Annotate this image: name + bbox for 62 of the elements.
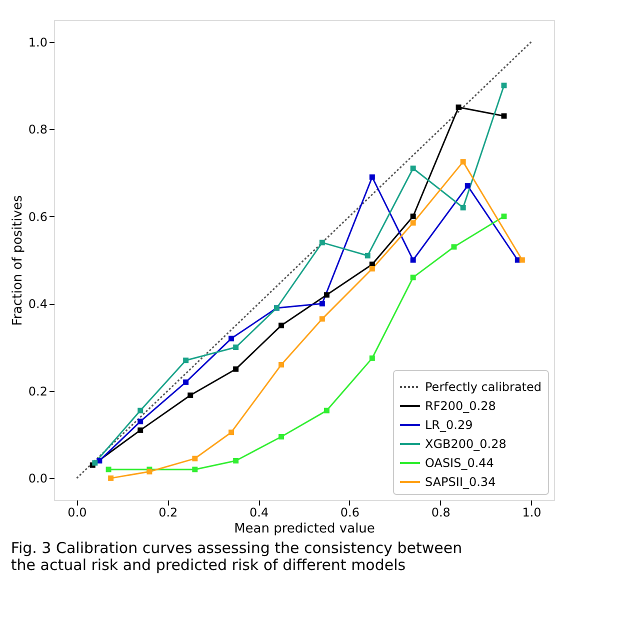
x-tick-label: 0.2 — [158, 506, 178, 520]
point — [460, 204, 466, 210]
point — [364, 252, 370, 258]
legend-label: SAPSII_0.34 — [425, 475, 496, 489]
point — [228, 336, 234, 342]
point — [92, 460, 98, 466]
y-tick-label: 0.2 — [28, 384, 48, 398]
point — [108, 475, 114, 481]
point — [233, 366, 239, 372]
legend-label: XGB200_0.28 — [425, 437, 506, 451]
point — [369, 174, 375, 180]
point — [138, 427, 144, 433]
point — [501, 82, 507, 88]
legend-label: Perfectly calibrated — [425, 380, 542, 394]
point — [369, 266, 375, 272]
x-axis-title: Mean predicted value — [234, 522, 375, 536]
point — [319, 240, 325, 246]
point — [519, 257, 525, 263]
x-tick-label: 1.0 — [522, 506, 542, 520]
point — [228, 430, 234, 436]
x-tick-label: 0.6 — [340, 506, 360, 520]
point — [501, 214, 507, 220]
point — [410, 257, 416, 263]
y-tick-label: 0.0 — [28, 472, 48, 486]
legend-label: LR_0.29 — [425, 418, 473, 432]
point — [451, 244, 457, 250]
point — [233, 344, 239, 350]
point — [410, 166, 416, 172]
point — [188, 392, 194, 398]
point — [319, 300, 325, 306]
point — [369, 355, 375, 361]
legend-label: OASIS_0.44 — [425, 456, 494, 470]
point — [192, 456, 198, 462]
point — [410, 220, 416, 226]
point — [410, 274, 416, 280]
y-tick-label: 0.8 — [28, 122, 48, 137]
y-tick-label: 0.4 — [28, 297, 48, 312]
y-tick-label: 1.0 — [28, 35, 48, 50]
point — [233, 458, 239, 464]
x-tick-label: 0.8 — [431, 506, 450, 520]
point — [278, 322, 284, 328]
point — [106, 466, 112, 472]
point — [278, 434, 284, 440]
point — [410, 214, 416, 220]
point — [138, 408, 144, 414]
legend-label: RF200_0.28 — [425, 399, 496, 413]
x-tick-label: 0.4 — [250, 506, 269, 520]
caption: Fig. 3 Calibration curves assessing the consistency between the actual risk and predicted risk of different models — [10, 539, 462, 574]
point — [456, 104, 462, 110]
x-tick-label: 0.0 — [68, 506, 87, 520]
point — [324, 408, 330, 414]
point — [319, 316, 325, 322]
y-tick-label: 0.6 — [28, 210, 48, 224]
point — [192, 466, 198, 472]
point — [138, 418, 144, 424]
y-axis-title: Fraction of positives — [10, 195, 26, 326]
point — [460, 159, 466, 165]
point — [183, 379, 189, 385]
point — [324, 292, 330, 298]
point — [464, 183, 470, 189]
point — [183, 358, 189, 364]
point — [278, 362, 284, 368]
